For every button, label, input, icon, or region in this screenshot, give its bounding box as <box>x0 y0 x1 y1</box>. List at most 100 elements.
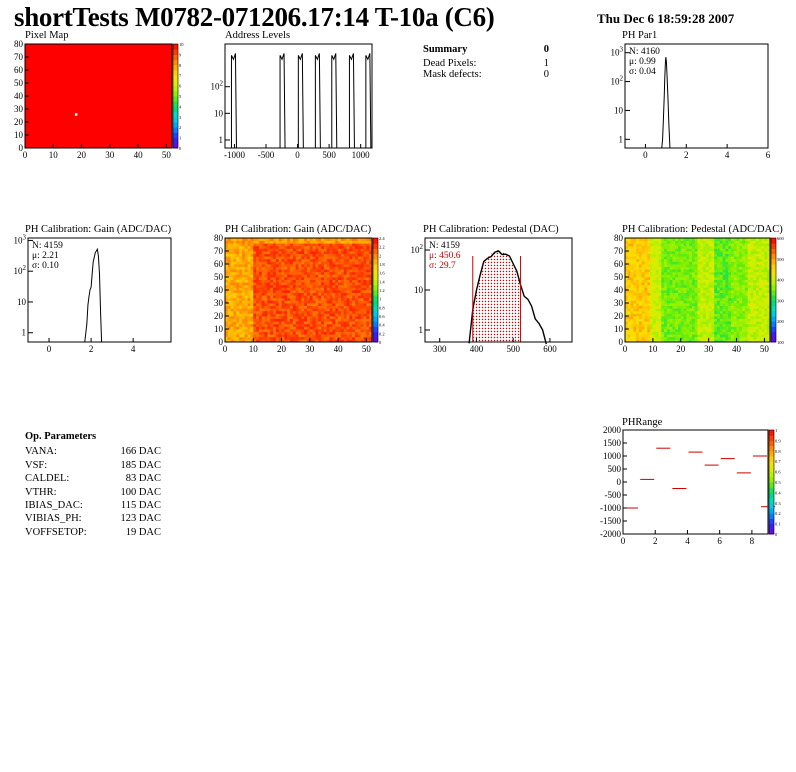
heatmap-cell <box>258 251 263 254</box>
heatmap-cell <box>647 300 651 304</box>
heatmap-cell <box>326 282 330 286</box>
heatmap-cell <box>672 331 676 335</box>
heatmap-cell <box>281 313 285 317</box>
heatmap-cell <box>323 274 328 278</box>
heatmap-cell <box>306 243 311 247</box>
heatmap-cell <box>253 266 257 270</box>
heatmap-cell <box>625 326 629 330</box>
heatmap-cell <box>655 253 659 257</box>
heatmap-cell <box>233 245 237 249</box>
colorbar-label: 0 <box>775 532 778 537</box>
heatmap-cell <box>306 269 311 273</box>
op-param-row: VANA: 166 DAC <box>25 445 161 458</box>
heatmap-cell <box>625 256 629 260</box>
heatmap-cell <box>315 264 319 267</box>
heatmap-cell <box>270 279 274 283</box>
heatmap-cell <box>711 269 715 273</box>
heatmap-cell <box>703 279 707 283</box>
heatmap-cell <box>627 318 631 322</box>
heatmap-cell <box>315 256 319 260</box>
heatmap-cell <box>714 297 718 301</box>
heatmap-cell <box>666 253 671 257</box>
heatmap-cell <box>241 334 246 338</box>
heatmap-cell <box>273 313 277 317</box>
heatmap-cell <box>309 292 314 296</box>
heatmap-cell <box>270 329 274 332</box>
heatmap-cell <box>747 292 751 296</box>
heatmap-cell <box>315 240 319 244</box>
heatmap-cell <box>652 329 657 332</box>
heatmap-cell <box>357 282 362 286</box>
x-tick-label: 2 <box>89 344 94 354</box>
heatmap-cell <box>708 251 712 254</box>
heatmap-cell <box>683 300 687 304</box>
heatmap-cell <box>304 308 308 312</box>
heatmap-cell <box>239 274 243 278</box>
heatmap-cell <box>270 318 274 322</box>
heatmap-cell <box>306 258 311 262</box>
heatmap-cell <box>686 334 690 338</box>
heatmap-cell <box>647 313 651 317</box>
heatmap-cell <box>666 258 671 262</box>
heatmap-cell <box>244 245 249 249</box>
heatmap-cell <box>225 326 229 330</box>
heatmap-cell <box>733 292 737 296</box>
heatmap-cell <box>247 313 251 317</box>
heatmap-cell <box>326 308 330 312</box>
heatmap-cell <box>658 264 662 267</box>
heatmap-cell <box>703 269 707 273</box>
heatmap-cell <box>270 310 274 314</box>
heatmap-cell <box>700 316 704 319</box>
heatmap-cell <box>340 313 345 317</box>
heatmap-cell <box>357 238 362 241</box>
heatmap-cell <box>355 303 359 306</box>
heatmap-cell <box>340 321 345 325</box>
heatmap-cell <box>338 323 342 327</box>
heatmap-cell <box>725 334 729 338</box>
heatmap-cell <box>672 323 676 327</box>
heatmap-cell <box>321 264 325 267</box>
heatmap-cell <box>264 316 268 319</box>
heatmap-cell <box>764 266 768 270</box>
heatmap-cell <box>340 334 345 338</box>
heatmap-cell <box>323 310 328 314</box>
heatmap-cell <box>733 300 737 304</box>
heatmap-cell <box>636 240 640 244</box>
heatmap-cell <box>329 266 333 270</box>
heatmap-cell <box>360 308 364 312</box>
heatmap-cell <box>304 282 308 286</box>
heatmap-cell <box>750 284 754 288</box>
colorbar-cell <box>173 75 178 81</box>
heatmap-cell <box>352 303 356 306</box>
heatmap-cell <box>658 334 662 338</box>
heatmap-cell <box>625 274 629 278</box>
heatmap-cell <box>247 284 251 288</box>
heatmap-cell <box>309 240 314 244</box>
heatmap-cell <box>326 313 330 317</box>
heatmap-cell <box>309 321 314 325</box>
heatmap-cell <box>638 300 643 304</box>
colorbar-cell <box>373 336 378 343</box>
op-parameters-panel: Op. Parameters VANA: 166 DAC VSF: 185 DAC CA… <box>25 430 161 539</box>
heatmap-cell <box>722 308 726 312</box>
heatmap-cell <box>627 310 631 314</box>
heatmap-cell <box>627 303 631 306</box>
heatmap-cell <box>711 303 715 306</box>
heatmap-cell <box>658 256 662 260</box>
heatmap-cell <box>672 297 676 301</box>
heatmap-cell <box>355 321 359 325</box>
heatmap-cell <box>764 287 768 291</box>
heatmap-cell <box>700 292 704 296</box>
heatmap-cell <box>680 256 684 260</box>
heatmap-cell <box>661 256 665 260</box>
heatmap-cell <box>349 284 353 288</box>
heatmap-cell <box>658 290 662 293</box>
heatmap-cell <box>247 326 251 330</box>
heatmap-cell <box>256 300 260 304</box>
heatmap-cell <box>273 282 277 286</box>
colorbar-cell <box>769 461 774 467</box>
heatmap-cell <box>672 261 676 265</box>
heatmap-cell <box>287 269 291 273</box>
heatmap-cell <box>730 310 735 314</box>
heatmap-cell <box>295 308 299 312</box>
